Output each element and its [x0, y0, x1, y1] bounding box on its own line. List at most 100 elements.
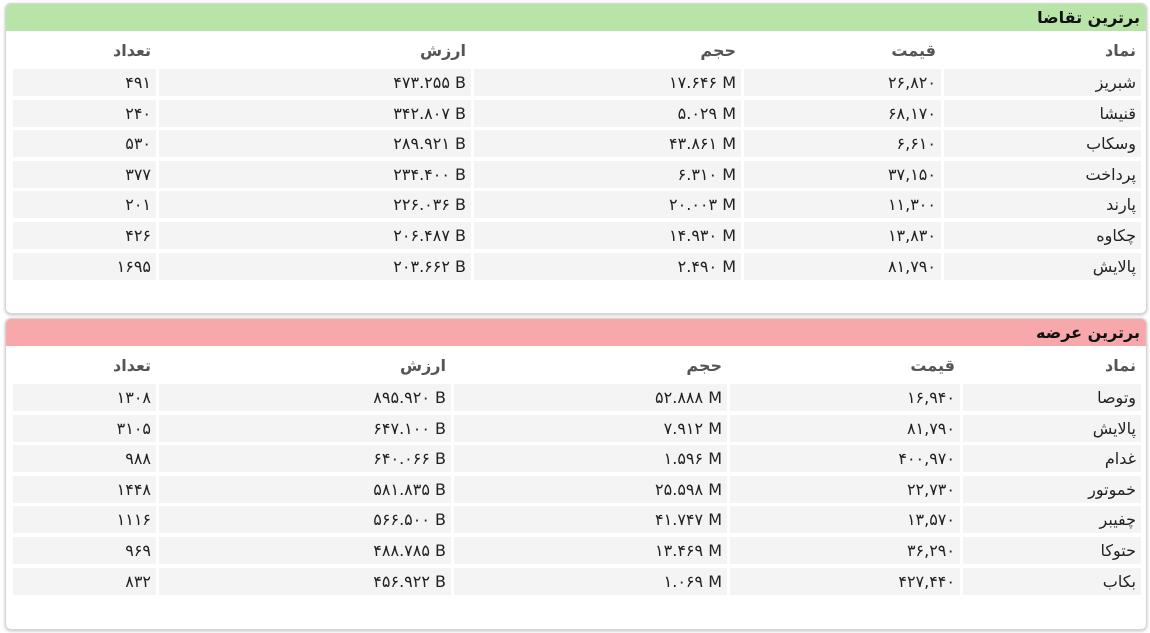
value-cell: ۶۴۰.۰۶۶ B: [159, 445, 451, 473]
value-cell: ۴۹۱: [13, 69, 156, 96]
value-cell-text: ۲.۴۹۰ M: [677, 256, 736, 276]
value-cell: ۴۲۷,۴۴۰: [730, 567, 960, 595]
column-header-text: ارزش: [400, 356, 446, 375]
symbol-cell-text: پالایش: [1092, 418, 1136, 438]
value-cell: ۱۷.۶۴۶ M: [474, 69, 741, 96]
symbol-cell-text: قنیشا: [1099, 103, 1136, 123]
value-cell-text: ۱۴۴۸: [116, 479, 151, 499]
symbol-cell-text: وتوصا: [1097, 388, 1136, 407]
symbol-cell: خموتور: [963, 475, 1141, 503]
value-cell-text: ۱۳۰۸: [116, 388, 151, 407]
value-cell: ۳۷۷: [13, 160, 156, 188]
value-cell-text: ۱۷.۶۴۶ M: [669, 73, 736, 92]
value-cell: ۳۷,۱۵۰: [744, 160, 941, 188]
value-cell: ۶۴۷.۱۰۰ B: [159, 414, 451, 442]
value-cell: ۱۳.۴۶۹ M: [454, 537, 727, 564]
column-header-text: قیمت: [891, 41, 936, 60]
value-cell: ۳۴۲.۸۰۷ B: [159, 99, 471, 127]
panel-header: برترین عرضه: [6, 319, 1146, 346]
column-header-text: نماد: [1105, 41, 1136, 60]
value-cell: ۲۵.۵۹۸ M: [454, 475, 727, 503]
value-cell-text: ۵.۰۲۹ M: [677, 103, 736, 123]
value-cell-text: ۱۴.۹۳۰ M: [669, 226, 736, 245]
symbol-cell: بکاب: [963, 567, 1141, 595]
value-cell: ۴۷۳.۲۵۵ B: [159, 69, 471, 96]
value-cell-text: ۸۱,۷۹۰: [887, 256, 936, 276]
value-cell: ۲۰۱: [13, 191, 156, 219]
column-header-text: تعداد: [113, 356, 151, 375]
panel: برترین عرضه نماد قیمت حجم ارزش تعداد وتوصا ۱۶,۹…: [5, 318, 1147, 630]
value-cell-text: ۲۳۴.۴۰۰ B: [393, 164, 466, 184]
symbol-cell-text: خموتور: [1088, 479, 1136, 499]
value-cell: ۶۸,۱۷۰: [744, 99, 941, 127]
value-cell: ۱۱,۳۰۰: [744, 191, 941, 219]
value-cell-text: ۲۶,۸۲۰: [887, 73, 936, 92]
value-cell: ۱۴۴۸: [13, 475, 156, 503]
value-cell: ۸۳۲: [13, 567, 156, 595]
column-header: نماد: [944, 37, 1141, 64]
value-cell: ۳۶,۲۹۰: [730, 537, 960, 564]
value-cell-text: ۴۲۷,۴۴۰: [898, 571, 955, 591]
symbol-cell: چفیبر: [963, 506, 1141, 534]
value-cell-text: ۶,۶۱۰: [896, 134, 936, 154]
symbol-cell: وسکاب: [944, 130, 1141, 158]
column-header-text: قیمت: [910, 356, 955, 375]
symbol-cell: وتوصا: [963, 384, 1141, 411]
value-cell: ۷.۹۱۲ M: [454, 414, 727, 442]
value-cell: ۱۳,۸۳۰: [744, 222, 941, 249]
value-cell-text: ۸۱,۷۹۰: [906, 418, 955, 438]
value-cell: ۸۱,۷۹۰: [744, 252, 941, 280]
symbol-cell-text: چفیبر: [1099, 510, 1136, 530]
value-cell: ۱۶,۹۴۰: [730, 384, 960, 411]
value-cell: ۳۱۰۵: [13, 414, 156, 442]
column-header: نماد: [963, 352, 1141, 379]
column-header: حجم: [454, 352, 727, 379]
value-cell-text: ۵۶۶.۵۰۰ B: [373, 510, 446, 530]
value-cell: ۶,۶۱۰: [744, 130, 941, 158]
value-cell-text: ۱۳,۸۳۰: [887, 226, 936, 245]
panel: برترین تقاضا نماد قیمت حجم ارزش تعداد شبریز ۲۶,…: [5, 3, 1147, 314]
column-header-text: حجم: [686, 356, 722, 375]
column-header: ارزش: [159, 37, 471, 64]
column-header: قیمت: [744, 37, 941, 64]
value-cell-text: ۶۸,۱۷۰: [887, 103, 936, 123]
value-cell: ۲۰۳.۶۶۲ B: [159, 252, 471, 280]
value-cell-text: ۶۴۷.۱۰۰ B: [373, 418, 446, 438]
value-cell: ۲۲۶.۰۳۶ B: [159, 191, 471, 219]
value-cell: ۵.۰۲۹ M: [474, 99, 741, 127]
symbol-cell: چکاوه: [944, 222, 1141, 249]
symbol-cell-text: غدام: [1104, 449, 1136, 469]
column-header: ارزش: [159, 352, 451, 379]
value-cell-text: ۱۳,۵۷۰: [906, 510, 955, 530]
value-cell-text: ۳۱۰۵: [116, 418, 151, 438]
symbol-cell-text: بکاب: [1102, 571, 1136, 591]
value-cell: ۲.۴۹۰ M: [474, 252, 741, 280]
value-cell-text: ۹۸۸: [125, 449, 151, 469]
value-cell: ۴۰۰,۹۷۰: [730, 445, 960, 473]
symbol-cell: غدام: [963, 445, 1141, 473]
value-cell: ۴۲۶: [13, 222, 156, 249]
value-cell-text: ۱۶,۹۴۰: [906, 388, 955, 407]
panel-title: برترین عرضه: [1036, 323, 1140, 342]
value-cell-text: ۸۳۲: [125, 571, 151, 591]
value-cell: ۲۳۴.۴۰۰ B: [159, 160, 471, 188]
value-cell-text: ۲۵.۵۹۸ M: [655, 479, 722, 499]
value-cell: ۵۳۰: [13, 130, 156, 158]
value-cell-text: ۶۴۰.۰۶۶ B: [373, 449, 446, 469]
value-cell-text: ۹۶۹: [125, 541, 151, 560]
value-cell-text: ۱.۵۹۶ M: [663, 449, 722, 469]
symbol-cell-text: پارند: [1106, 195, 1136, 215]
value-cell-text: ۲۲۶.۰۳۶ B: [393, 195, 466, 215]
value-cell-text: ۱۱,۳۰۰: [887, 195, 936, 215]
value-cell-text: ۵۸۱.۸۳۵ B: [373, 479, 446, 499]
value-cell-text: ۴۹۱: [125, 73, 151, 92]
value-cell-text: ۲۰۱: [125, 195, 151, 215]
value-cell: ۲۰.۰۰۳ M: [474, 191, 741, 219]
value-cell: ۱۳,۵۷۰: [730, 506, 960, 534]
column-header-text: تعداد: [113, 41, 151, 60]
symbol-cell-text: چکاوه: [1096, 226, 1136, 245]
column-header-text: نماد: [1105, 356, 1136, 375]
value-cell-text: ۵۲.۸۸۸ M: [655, 388, 722, 407]
value-cell-text: ۲۸۹.۹۲۱ B: [393, 134, 466, 154]
